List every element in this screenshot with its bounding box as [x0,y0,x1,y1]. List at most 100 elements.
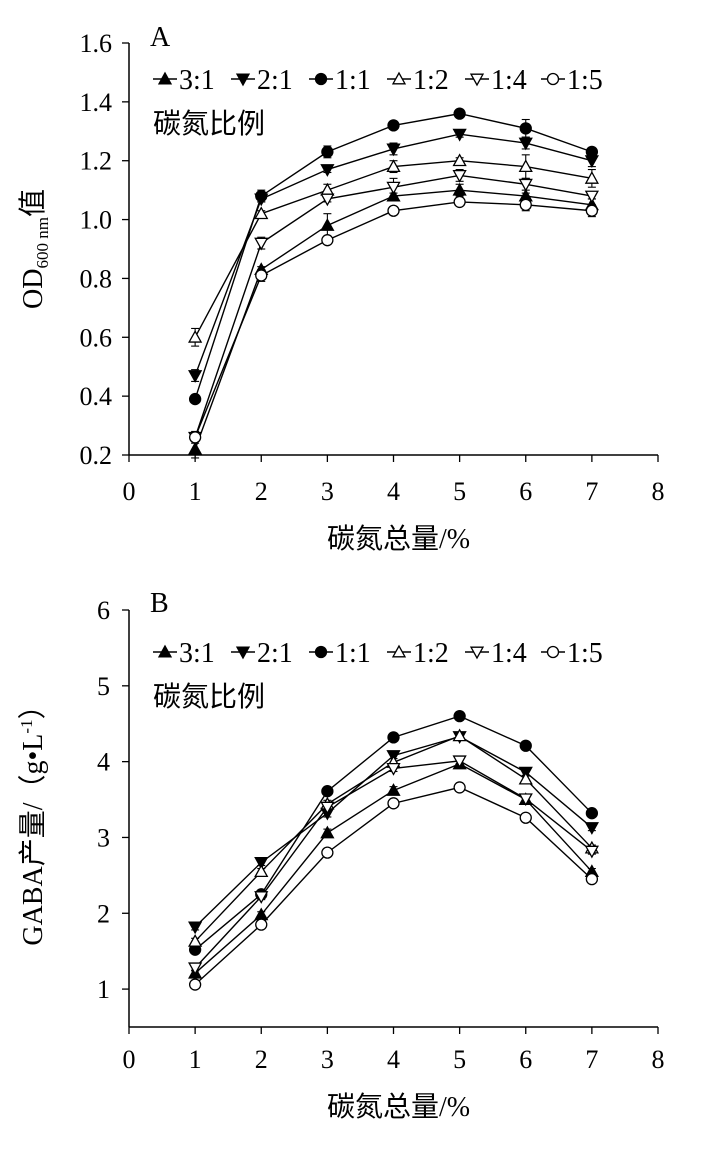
legend-label: 1:4 [491,638,527,669]
y-tick-label: 1 [97,975,110,1004]
legend-label: 1:5 [567,65,603,96]
data-point [518,137,533,151]
x-axis-title: 碳氮总量/% [327,1091,470,1123]
y-tick-label: 0.4 [80,382,113,411]
data-point [321,234,334,247]
data-point [519,198,532,212]
data-point [386,143,401,157]
series-1-2 [188,728,599,947]
data-point [518,793,533,807]
data-point [453,195,466,209]
data-point [386,763,401,776]
data-point [585,807,599,820]
panel-b: 0 1 2 3 4 5 6 7 8 1 2 3 4 5 6 碳氮总量/% GABA产量/（g•L-1） B 3:1 2… [17,588,665,1123]
data-point [453,107,466,120]
series-1-4 [188,755,599,976]
data-point [518,159,533,173]
legend-label: 2:1 [257,638,293,669]
data-point [519,122,532,135]
legend-item: 1:4 [465,638,527,669]
legend-marker [235,646,251,660]
legend-item: 1:2 [387,65,449,96]
legend-label: 1:1 [335,638,371,669]
data-point [452,128,467,142]
data-point [188,962,203,976]
legend-item: 1:1 [309,65,371,96]
data-point [188,921,203,935]
y-tick-label: 0.6 [80,323,113,352]
x-tick-label: 4 [387,1045,400,1074]
x-tick-label: 5 [453,477,466,506]
data-point [188,933,203,947]
series-1-5 [188,195,599,444]
legend-marker [314,72,328,86]
legend-marker [157,71,173,85]
data-point [387,119,400,132]
y-tick-label: 0.8 [80,264,113,293]
x-tick-label: 3 [321,477,334,506]
data-point [254,857,269,870]
data-point [320,193,335,207]
data-point [320,218,335,231]
y-tick-label: 1.0 [80,206,113,235]
y-tick-label: 0.2 [80,441,113,470]
data-point [387,797,400,810]
x-tick-label: 2 [255,1045,268,1074]
legend-marker [469,73,485,87]
x-tick-label: 2 [255,477,268,506]
data-point [320,801,335,815]
legend-title: 碳氮比例 [153,108,265,140]
data-point [188,370,203,383]
legend-label: 1:1 [335,65,371,96]
legend-label: 1:5 [567,638,603,669]
legend-marker [469,646,485,660]
series-3-1 [188,182,599,459]
data-point [254,891,269,904]
legend-label: 3:1 [179,65,215,96]
data-point [452,182,467,196]
y-axis-title-main: GABA产量/（g•L [17,734,49,946]
data-point [255,269,268,282]
x-tick-label: 7 [585,477,598,506]
data-point [452,755,467,769]
data-point [584,171,599,184]
data-point [255,189,268,203]
legend-label: 1:2 [413,65,449,96]
legend-item: 1:5 [541,638,603,669]
legend-item: 2:1 [231,65,293,96]
data-point [255,918,268,931]
data-point [386,159,401,173]
data-point [584,190,599,204]
y-tick-label: 6 [97,596,110,625]
data-point [321,846,334,859]
data-point [518,771,533,785]
x-tick-label: 0 [123,1045,136,1074]
data-point [519,739,532,752]
legend-item: 1:5 [541,65,603,96]
data-point [387,731,400,744]
x-tick-label: 8 [652,477,665,506]
legend-item: 1:2 [387,638,449,669]
legend-label: 1:4 [491,65,527,96]
series-1-5 [188,781,599,991]
legend-marker [235,73,251,87]
x-tick-label: 5 [453,1045,466,1074]
legend-item: 2:1 [231,638,293,669]
y-tick-label: 3 [97,823,110,852]
legend-marker [391,71,407,85]
legend-item: 1:1 [309,638,371,669]
data-point [320,164,335,177]
data-point [518,178,533,192]
y-tick-label: 4 [97,748,110,777]
data-point [188,392,202,406]
y-axis-title: OD600 nm值 [17,189,52,309]
series-line [194,189,592,450]
data-point [585,145,599,159]
data-point [254,237,269,251]
data-point [386,181,401,195]
series-line [194,112,593,400]
legend-label: 2:1 [257,65,293,96]
legend-marker [157,644,173,658]
data-point [584,845,599,859]
